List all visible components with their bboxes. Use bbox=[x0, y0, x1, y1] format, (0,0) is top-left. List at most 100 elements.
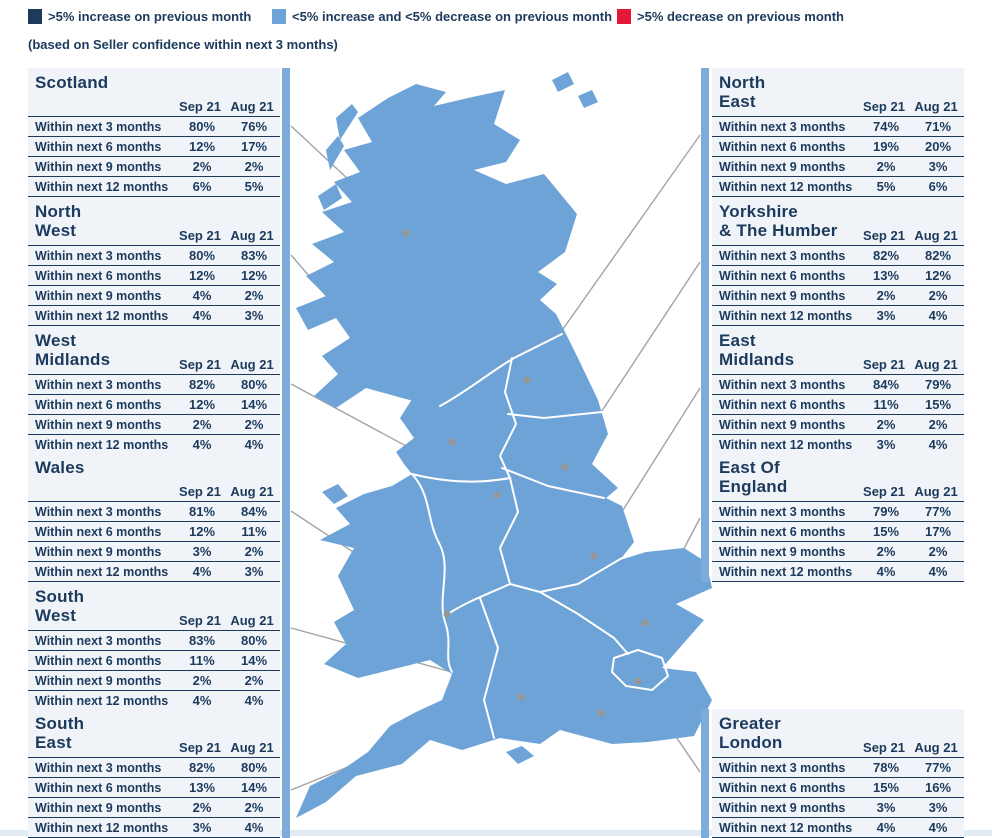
value-cell: 80% bbox=[240, 760, 268, 775]
column-header: Sep 21 bbox=[863, 357, 905, 372]
table-accent-bar bbox=[701, 68, 709, 197]
row-label: Within next 12 months bbox=[719, 308, 853, 323]
row-label: Within next 9 months bbox=[35, 673, 162, 688]
row-label: Within next 6 months bbox=[35, 139, 162, 154]
value-cell: 19% bbox=[872, 139, 900, 154]
table-header: West Midlands Sep 21 Aug 21 bbox=[28, 330, 280, 374]
value-cell: 3% bbox=[192, 544, 212, 559]
increase-swatch-icon bbox=[28, 8, 42, 24]
value-cell: 2% bbox=[244, 159, 264, 174]
value-cell: 4% bbox=[876, 564, 896, 579]
value-cell: 4% bbox=[928, 564, 948, 579]
map-dot bbox=[493, 491, 501, 499]
value-cell: 79% bbox=[872, 504, 900, 519]
isle-of-wight-island bbox=[506, 746, 534, 764]
legend-item-increase: >5% increase on previous month bbox=[28, 8, 251, 24]
column-header: Sep 21 bbox=[863, 228, 905, 243]
value-cell: 5% bbox=[876, 179, 896, 194]
great-britain-outline bbox=[296, 84, 712, 818]
value-cell: 2% bbox=[876, 544, 896, 559]
value-cell: 2% bbox=[192, 800, 212, 815]
column-header: Aug 21 bbox=[914, 99, 958, 114]
value-cell: 4% bbox=[192, 437, 212, 452]
value-cell: 80% bbox=[240, 633, 268, 648]
row-label: Within next 6 months bbox=[35, 653, 162, 668]
table-row: Within next 12 months 6% 5% bbox=[28, 176, 280, 197]
value-cell: 15% bbox=[872, 780, 900, 795]
value-cell: 3% bbox=[876, 800, 896, 815]
value-cell: 2% bbox=[928, 288, 948, 303]
column-header: Sep 21 bbox=[179, 613, 221, 628]
westmidlands-southwest-border bbox=[447, 583, 511, 615]
column-header: Aug 21 bbox=[914, 484, 958, 499]
row-label: Within next 12 months bbox=[719, 437, 853, 452]
value-cell: 83% bbox=[188, 633, 216, 648]
row-label: Within next 3 months bbox=[35, 504, 162, 519]
value-cell: 4% bbox=[928, 820, 948, 835]
value-cell: 3% bbox=[876, 437, 896, 452]
wales-england-border bbox=[411, 473, 453, 673]
table-row: Within next 9 months 2% 2% bbox=[712, 414, 964, 434]
value-cell: 15% bbox=[924, 397, 952, 412]
row-label: Within next 9 months bbox=[719, 159, 846, 174]
column-headers: Sep 21 Aug 21 bbox=[174, 228, 278, 243]
value-cell: 82% bbox=[924, 248, 952, 263]
legend-subtitle: (based on Seller confidence within next … bbox=[28, 37, 338, 52]
value-cell: 3% bbox=[876, 308, 896, 323]
table-row: Within next 12 months 4% 4% bbox=[28, 434, 280, 455]
hebrides-island bbox=[336, 104, 358, 140]
row-label: Within next 12 months bbox=[35, 820, 169, 835]
table-row: Within next 6 months 15% 16% bbox=[712, 777, 964, 797]
table-accent-bar bbox=[282, 453, 290, 582]
row-label: Within next 6 months bbox=[719, 780, 846, 795]
table-row: Within next 6 months 12% 12% bbox=[28, 265, 280, 285]
map-dot bbox=[448, 438, 456, 446]
table-accent-bar bbox=[282, 709, 290, 838]
column-header: Aug 21 bbox=[914, 357, 958, 372]
table-row: Within next 3 months 82% 82% bbox=[712, 245, 964, 265]
value-cell: 14% bbox=[240, 653, 268, 668]
table-row: Within next 9 months 2% 3% bbox=[712, 156, 964, 176]
value-cell: 2% bbox=[244, 800, 264, 815]
legend-label: >5% decrease on previous month bbox=[637, 8, 844, 24]
row-label: Within next 12 months bbox=[719, 564, 853, 579]
table-accent-bar bbox=[282, 197, 290, 326]
region-table-east-midlands: East Midlands Sep 21 Aug 21 Within next 3 m… bbox=[712, 326, 964, 455]
greater-london-border bbox=[611, 649, 669, 691]
region-title: South East bbox=[35, 714, 85, 752]
table-row: Within next 12 months 3% 4% bbox=[28, 817, 280, 838]
table-accent-bar bbox=[282, 582, 290, 711]
table-row: Within next 9 months 2% 2% bbox=[712, 285, 964, 305]
region-title: Yorkshire & The Humber bbox=[719, 202, 838, 240]
column-headers: Sep 21 Aug 21 bbox=[858, 99, 962, 114]
table-row: Within next 6 months 15% 17% bbox=[712, 521, 964, 541]
value-cell: 79% bbox=[924, 377, 952, 392]
region-title: North East bbox=[719, 73, 766, 111]
column-header: Sep 21 bbox=[179, 484, 221, 499]
table-row: Within next 12 months 5% 6% bbox=[712, 176, 964, 197]
column-header: Aug 21 bbox=[230, 613, 274, 628]
value-cell: 12% bbox=[240, 268, 268, 283]
value-cell: 2% bbox=[192, 673, 212, 688]
column-header: Sep 21 bbox=[179, 740, 221, 755]
region-borders bbox=[411, 333, 669, 739]
row-label: Within next 6 months bbox=[35, 780, 162, 795]
map-dot bbox=[443, 610, 451, 618]
value-cell: 4% bbox=[192, 288, 212, 303]
table-row: Within next 3 months 84% 79% bbox=[712, 374, 964, 394]
column-header: Aug 21 bbox=[230, 740, 274, 755]
row-label: Within next 3 months bbox=[35, 633, 162, 648]
table-header: North East Sep 21 Aug 21 bbox=[712, 72, 964, 116]
value-cell: 83% bbox=[240, 248, 268, 263]
region-table-south-west: South West Sep 21 Aug 21 Within next 3 mont… bbox=[28, 582, 280, 711]
column-header: Sep 21 bbox=[863, 740, 905, 755]
table-row: Within next 6 months 11% 14% bbox=[28, 650, 280, 670]
table-header: South East Sep 21 Aug 21 bbox=[28, 713, 280, 757]
table-accent-bar bbox=[701, 709, 709, 838]
column-headers: Sep 21 Aug 21 bbox=[174, 357, 278, 372]
value-cell: 17% bbox=[924, 524, 952, 539]
westmidlands-eastmidlands-border bbox=[499, 477, 519, 585]
value-cell: 14% bbox=[240, 397, 268, 412]
value-cell: 12% bbox=[188, 139, 216, 154]
